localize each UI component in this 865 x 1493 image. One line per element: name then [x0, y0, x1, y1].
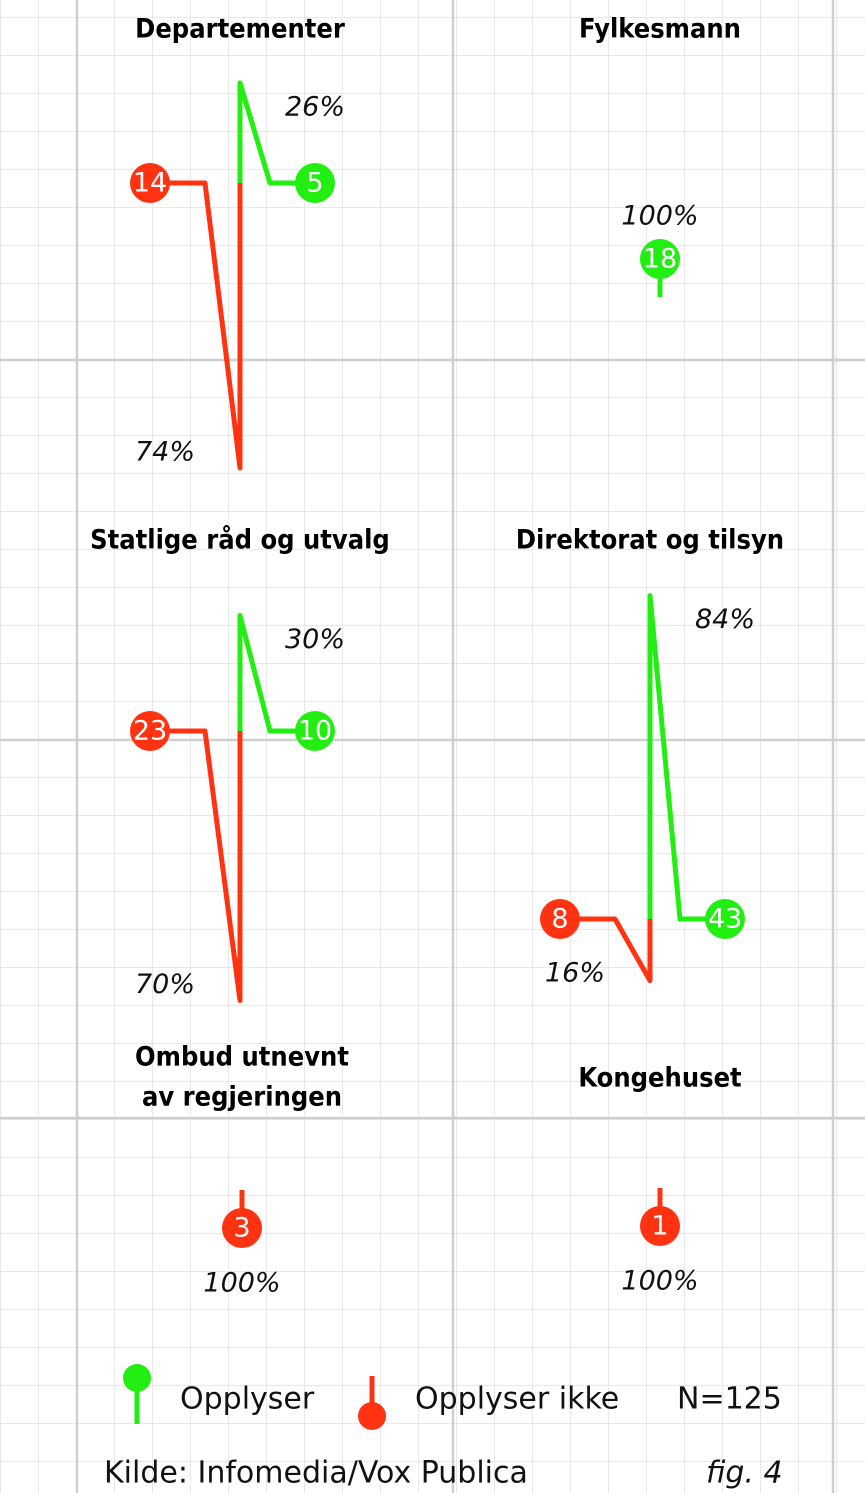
- count-label: 3: [233, 1213, 250, 1244]
- count-dot: [130, 711, 170, 751]
- count-dot: [222, 1208, 262, 1248]
- percent-label: 30%: [285, 624, 345, 655]
- percent-label: 100%: [621, 201, 698, 232]
- legend-label: Opplyser: [180, 1382, 315, 1417]
- figure-label: fig. 4: [706, 1456, 783, 1491]
- percent-label: 84%: [695, 604, 755, 635]
- legend-marker: [123, 1364, 151, 1392]
- count-dot: [540, 899, 580, 939]
- panel-title: Statlige råd og utvalg: [90, 524, 390, 556]
- panel-title: Ombud utnevnt: [135, 1042, 349, 1073]
- count-dot: [640, 1206, 680, 1246]
- count-label: 5: [306, 168, 323, 199]
- count-dot: [705, 899, 745, 939]
- panel-title: av regjeringen: [142, 1082, 342, 1113]
- count-label: 23: [133, 716, 167, 747]
- panel-title: Direktorat og tilsyn: [516, 525, 784, 556]
- count-label: 14: [133, 168, 167, 199]
- spike-line: [647, 593, 725, 922]
- percent-label: 100%: [203, 1268, 280, 1299]
- percent-label: 16%: [545, 958, 605, 989]
- count-label: 43: [708, 904, 742, 935]
- legend-marker: [358, 1402, 386, 1430]
- count-dot: [295, 163, 335, 203]
- percent-label: 100%: [621, 1266, 698, 1297]
- spike-line: [150, 180, 243, 471]
- panel-title: Fylkesmann: [579, 14, 741, 45]
- count-dot: [640, 239, 680, 279]
- panel-title: Kongehuset: [578, 1063, 742, 1094]
- spike-line: [237, 80, 315, 186]
- count-dot: [130, 163, 170, 203]
- count-label: 1: [651, 1211, 668, 1242]
- spike-line: [150, 728, 243, 1003]
- percent-label: 70%: [135, 969, 195, 1000]
- count-label: 18: [643, 244, 677, 275]
- total: N=125: [677, 1382, 782, 1417]
- panel-title: Departementer: [135, 14, 345, 45]
- percent-label: 74%: [135, 436, 195, 467]
- spike-line: [560, 916, 653, 984]
- count-dot: [295, 711, 335, 751]
- legend-label: Opplyser ikke: [415, 1382, 619, 1417]
- source: Kilde: Infomedia/Vox Publica: [104, 1456, 528, 1491]
- percent-label: 26%: [285, 91, 345, 122]
- count-label: 8: [551, 904, 568, 935]
- count-label: 10: [298, 716, 332, 747]
- spike-line: [237, 613, 315, 734]
